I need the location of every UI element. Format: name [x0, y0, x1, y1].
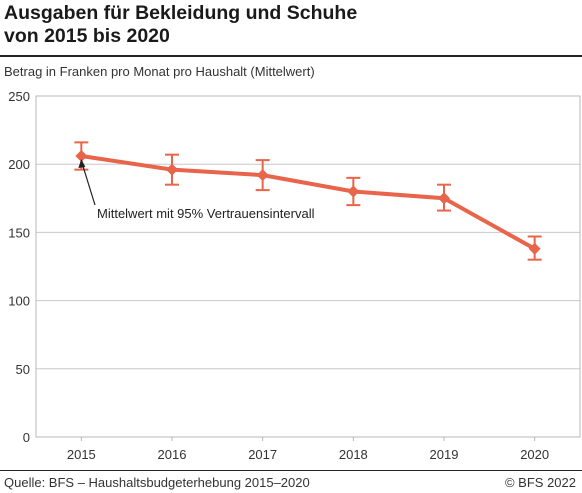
x-tick-label: 2020 [520, 447, 549, 462]
x-tick-label: 2016 [158, 447, 187, 462]
x-tick-label: 2018 [339, 447, 368, 462]
copyright-note: © BFS 2022 [504, 475, 576, 490]
chart-title-line-2: von 2015 bis 2020 [4, 25, 170, 47]
plot-frame [35, 95, 581, 438]
y-tick-label: 0 [23, 430, 30, 445]
source-note: Quelle: BFS – Haushaltsbudgeterhebung 20… [4, 475, 310, 490]
annotation-arrow-line [81, 163, 96, 206]
annotation-label: Mittelwert mit 95% Vertrauensintervall [97, 206, 315, 221]
y-axis-unit-label: Betrag in Franken pro Monat pro Haushalt… [4, 64, 315, 79]
annotation-arrow-head [78, 159, 86, 169]
y-tick-label: 250 [8, 89, 30, 104]
chart-title-line-1: Ausgaben für Bekleidung und Schuhe [4, 2, 358, 24]
x-tick-label: 2017 [248, 447, 277, 462]
data-point [75, 150, 88, 163]
x-tick-label: 2015 [67, 447, 96, 462]
footer-divider [0, 470, 582, 471]
data-point [438, 192, 450, 205]
y-tick-label: 50 [16, 362, 30, 377]
title-divider [0, 55, 582, 57]
data-point [256, 169, 269, 182]
data-point [166, 163, 178, 176]
data-point [528, 242, 541, 255]
series-line [79, 154, 537, 251]
y-tick-label: 100 [8, 294, 30, 309]
x-tick-label: 2019 [430, 447, 459, 462]
chart-title: Ausgaben für Bekleidung und Schuhe von 2… [4, 2, 574, 48]
y-tick-label: 200 [8, 157, 30, 172]
data-point [347, 185, 360, 198]
y-tick-label: 150 [8, 225, 30, 240]
